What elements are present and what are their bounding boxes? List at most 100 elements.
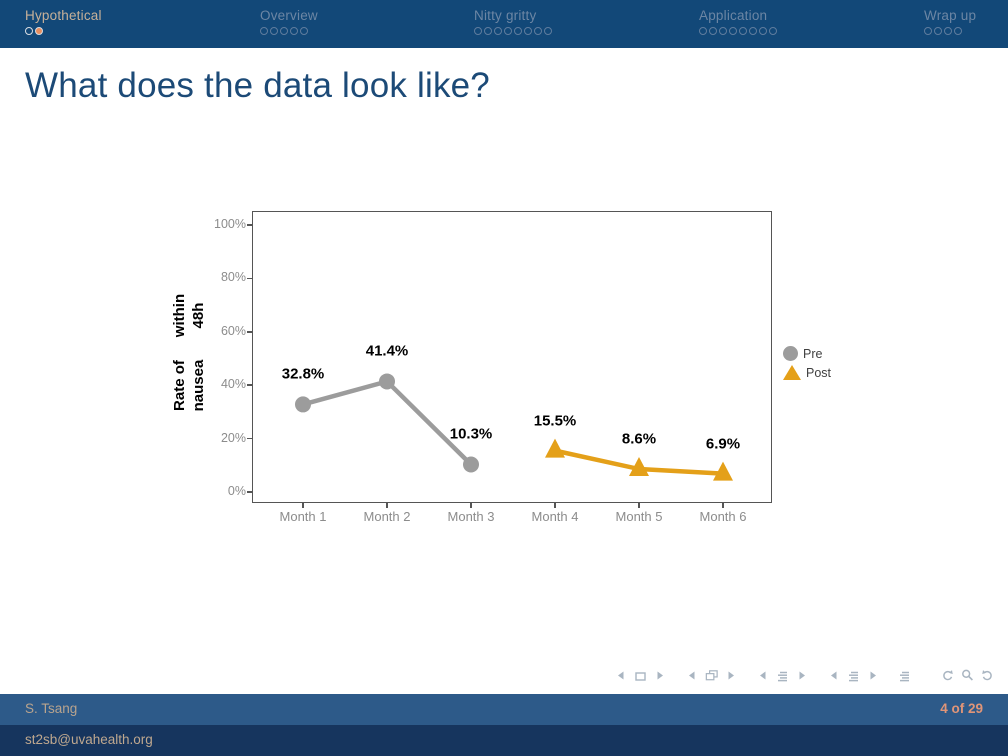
y-tick-mark: [247, 277, 252, 280]
frame-dot[interactable]: [759, 27, 767, 35]
frame-dot[interactable]: [494, 27, 502, 35]
x-tick-label: Month 5: [615, 509, 663, 524]
frame-dot[interactable]: [749, 27, 757, 35]
lines-icon[interactable]: [897, 668, 912, 683]
post-marker-triangle: [629, 457, 649, 477]
page-number: 4 of 29: [940, 701, 983, 716]
arrow-right-icon[interactable]: [653, 668, 668, 683]
frame-dot[interactable]: [954, 27, 962, 35]
frame-dot[interactable]: [729, 27, 737, 35]
frame-dot[interactable]: [739, 27, 747, 35]
frame-dot[interactable]: [504, 27, 512, 35]
data-point-label: 15.5%: [533, 412, 577, 430]
data-point-label: 10.3%: [449, 425, 493, 443]
data-point-label: 6.9%: [705, 435, 741, 453]
data-point-label: 41.4%: [365, 342, 409, 360]
x-tick-mark: [638, 503, 640, 508]
frame-dot[interactable]: [474, 27, 482, 35]
lines-icon[interactable]: [846, 668, 861, 683]
arrow-right-icon[interactable]: [724, 668, 739, 683]
arrow-right-icon[interactable]: [866, 668, 881, 683]
legend-label: Pre: [803, 346, 823, 361]
arrow-left-icon[interactable]: [613, 668, 628, 683]
page-title: What does the data look like?: [25, 66, 490, 105]
frame-dot-row: [25, 27, 102, 35]
nav-section-overview[interactable]: Overview: [260, 8, 318, 35]
frame-dot[interactable]: [944, 27, 952, 35]
nav-section-application[interactable]: Application: [699, 8, 777, 35]
frame-dot[interactable]: [534, 27, 542, 35]
frame-dot[interactable]: [709, 27, 717, 35]
y-tick-mark: [247, 384, 252, 386]
legend-item-pre: Pre: [783, 344, 831, 363]
nav-section-label: Overview: [260, 8, 318, 23]
chart-legend: Pre Post: [783, 344, 831, 382]
data-point-label: 32.8%: [281, 365, 325, 383]
frame-dot[interactable]: [524, 27, 532, 35]
pre-marker-circle: [295, 396, 311, 413]
y-tick-mark: [247, 437, 252, 440]
top-navigation-bar: Hypothetical Overview Nitty gritty Applicat…: [0, 0, 1008, 48]
undo-icon[interactable]: [940, 668, 955, 683]
arrow-left-icon[interactable]: [826, 668, 841, 683]
section-nav: [826, 668, 881, 683]
author-name: S. Tsang: [25, 701, 78, 716]
frame-dot[interactable]: [544, 27, 552, 35]
x-tick-mark: [470, 503, 472, 508]
pre-marker-circle: [463, 456, 479, 473]
nav-section-hypothetical[interactable]: Hypothetical: [25, 8, 102, 35]
frame-dot[interactable]: [300, 27, 308, 35]
y-tick-mark: [247, 331, 252, 333]
frame-dot[interactable]: [699, 27, 707, 35]
pre-marker-circle: [379, 373, 395, 390]
current-frame-dot[interactable]: [35, 27, 43, 35]
x-tick-label: Month 2: [363, 509, 411, 524]
x-tick-mark: [386, 503, 388, 508]
slide-nav: [613, 668, 668, 683]
nav-section-label: Wrap up: [924, 8, 977, 23]
magnifier-icon[interactable]: [960, 668, 975, 683]
frame-dot-row: [699, 27, 777, 35]
frame-nav: [684, 668, 739, 683]
appendix-nav: [897, 668, 912, 683]
frame-dot[interactable]: [719, 27, 727, 35]
nav-section-nitty-gritty[interactable]: Nitty gritty: [474, 8, 552, 35]
pre-series-line: [302, 378, 473, 467]
x-tick-mark: [722, 503, 724, 508]
footer-bar: S. Tsang 4 of 29: [0, 694, 1008, 725]
chart-series-svg: [295, 373, 733, 481]
arrow-right-icon[interactable]: [795, 668, 810, 683]
subsection-nav: [755, 668, 810, 683]
nav-section-label: Nitty gritty: [474, 8, 537, 23]
frame-dot[interactable]: [270, 27, 278, 35]
frame-dot[interactable]: [769, 27, 777, 35]
frame-dot[interactable]: [934, 27, 942, 35]
x-tick-mark: [554, 503, 556, 508]
frame-dot[interactable]: [25, 27, 33, 35]
arrow-left-icon[interactable]: [755, 668, 770, 683]
slide-icon[interactable]: [633, 668, 648, 683]
data-point-label: 8.6%: [621, 430, 657, 448]
arrow-left-icon[interactable]: [684, 668, 699, 683]
post-marker-triangle: [545, 438, 565, 458]
x-tick-label: Month 1: [279, 509, 327, 524]
y-tick-label: 0%: [227, 484, 246, 498]
email-link[interactable]: st2sb@uvahealth.org: [25, 732, 153, 747]
redo-icon[interactable]: [980, 668, 995, 683]
frame-dot-row: [260, 27, 318, 35]
y-axis-title: Rate of nausea within 48h: [170, 293, 208, 412]
frame-dot[interactable]: [484, 27, 492, 35]
nav-section-wrap-up[interactable]: Wrap up: [924, 8, 976, 35]
y-tick-mark: [247, 491, 252, 493]
frame-dot[interactable]: [290, 27, 298, 35]
frame-dot[interactable]: [280, 27, 288, 35]
frame-dot[interactable]: [260, 27, 268, 35]
frames-icon[interactable]: [704, 668, 719, 683]
y-tick-label: 20%: [220, 430, 246, 445]
x-tick-label: Month 6: [699, 509, 747, 524]
x-tick-mark: [302, 503, 304, 508]
frame-dot[interactable]: [924, 27, 932, 35]
frame-dot[interactable]: [514, 27, 522, 35]
lines-icon[interactable]: [775, 668, 790, 683]
